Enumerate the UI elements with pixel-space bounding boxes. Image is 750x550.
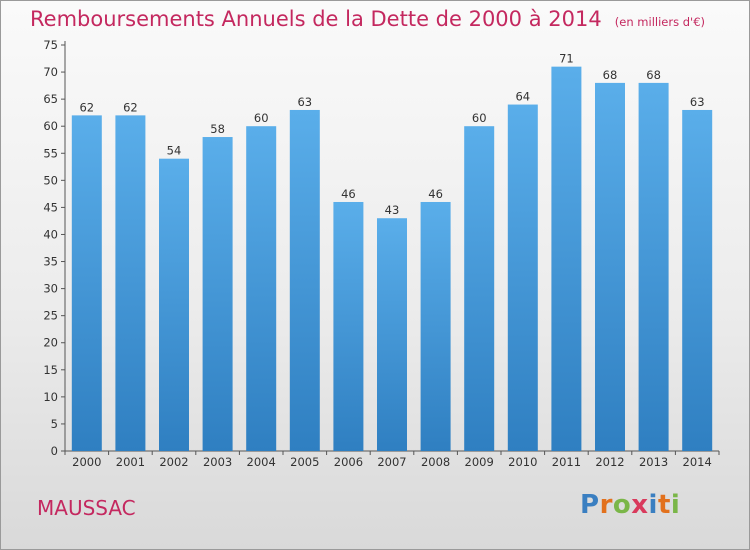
y-tick-label: 10	[43, 390, 58, 404]
title-row: Remboursements Annuels de la Dette de 20…	[30, 7, 705, 31]
unit-note: (en milliers d'€)	[614, 15, 705, 29]
y-tick-label: 45	[43, 200, 58, 214]
x-tick-label: 2006	[334, 455, 363, 469]
bar	[682, 109, 713, 452]
bar-value-label: 60	[254, 111, 269, 125]
x-tick-label: 2009	[465, 455, 494, 469]
x-tick-label: 2001	[116, 455, 145, 469]
y-tick-label: 70	[43, 65, 58, 79]
x-tick-label: 2004	[247, 455, 276, 469]
x-tick-label: 2003	[203, 455, 232, 469]
logo-letter: i	[648, 490, 658, 520]
bar	[464, 126, 495, 451]
bar-value-label: 58	[210, 122, 225, 136]
bar	[420, 201, 451, 451]
bar	[71, 115, 102, 451]
bar-value-label: 63	[297, 95, 312, 109]
y-tick-label: 55	[43, 146, 58, 160]
x-tick-label: 2010	[508, 455, 537, 469]
bar-value-label: 43	[385, 203, 400, 217]
bar	[246, 126, 277, 451]
y-tick-label: 25	[43, 309, 58, 323]
bar	[638, 82, 669, 451]
x-tick-label: 2011	[552, 455, 581, 469]
logo-letter: t	[657, 490, 671, 520]
x-tick-label: 2002	[159, 455, 188, 469]
bar-value-label: 68	[646, 68, 661, 82]
bar	[333, 201, 364, 451]
y-tick-label: 35	[43, 255, 58, 269]
bar	[115, 115, 146, 451]
bar-value-label: 71	[559, 52, 574, 66]
y-tick-label: 0	[51, 444, 58, 458]
y-tick-label: 30	[43, 282, 58, 296]
logo-letter: i	[670, 490, 681, 520]
logo-letter: x	[631, 490, 649, 520]
logo-letter: r	[599, 490, 613, 520]
x-tick-label: 2014	[683, 455, 712, 469]
bar	[377, 218, 407, 451]
bar-value-label: 62	[79, 100, 94, 114]
bar-value-label: 62	[123, 100, 138, 114]
y-tick-label: 20	[43, 336, 58, 350]
y-tick-label: 65	[43, 92, 58, 106]
y-tick-label: 15	[43, 363, 58, 377]
x-tick-label: 2005	[290, 455, 319, 469]
logo-letter: o	[612, 490, 632, 520]
town-name: MAUSSAC	[37, 496, 136, 520]
bar	[289, 109, 320, 452]
bar-value-label: 46	[341, 187, 356, 201]
proxiti-logo: Proxiti	[580, 490, 680, 520]
bar-value-label: 54	[167, 144, 182, 158]
y-tick-label: 50	[43, 173, 58, 187]
bar-value-label: 63	[690, 95, 705, 109]
x-tick-label: 2007	[377, 455, 406, 469]
logo-letter: P	[580, 490, 600, 520]
bar-value-label: 68	[603, 68, 618, 82]
y-tick-label: 40	[43, 227, 58, 241]
bar	[202, 137, 233, 451]
bar	[159, 158, 189, 451]
bar	[507, 104, 538, 452]
bar-value-label: 64	[515, 90, 530, 104]
x-tick-label: 2008	[421, 455, 450, 469]
bar	[551, 66, 582, 452]
x-tick-label: 2000	[72, 455, 101, 469]
x-tick-label: 2012	[595, 455, 624, 469]
bar-value-label: 46	[428, 187, 443, 201]
chart-title: Remboursements Annuels de la Dette de 20…	[30, 7, 602, 31]
bar-value-label: 60	[472, 111, 487, 125]
y-tick-label: 75	[43, 38, 58, 52]
y-tick-label: 5	[51, 417, 58, 431]
bar	[595, 82, 625, 451]
x-tick-label: 2013	[639, 455, 668, 469]
y-tick-label: 60	[43, 119, 58, 133]
